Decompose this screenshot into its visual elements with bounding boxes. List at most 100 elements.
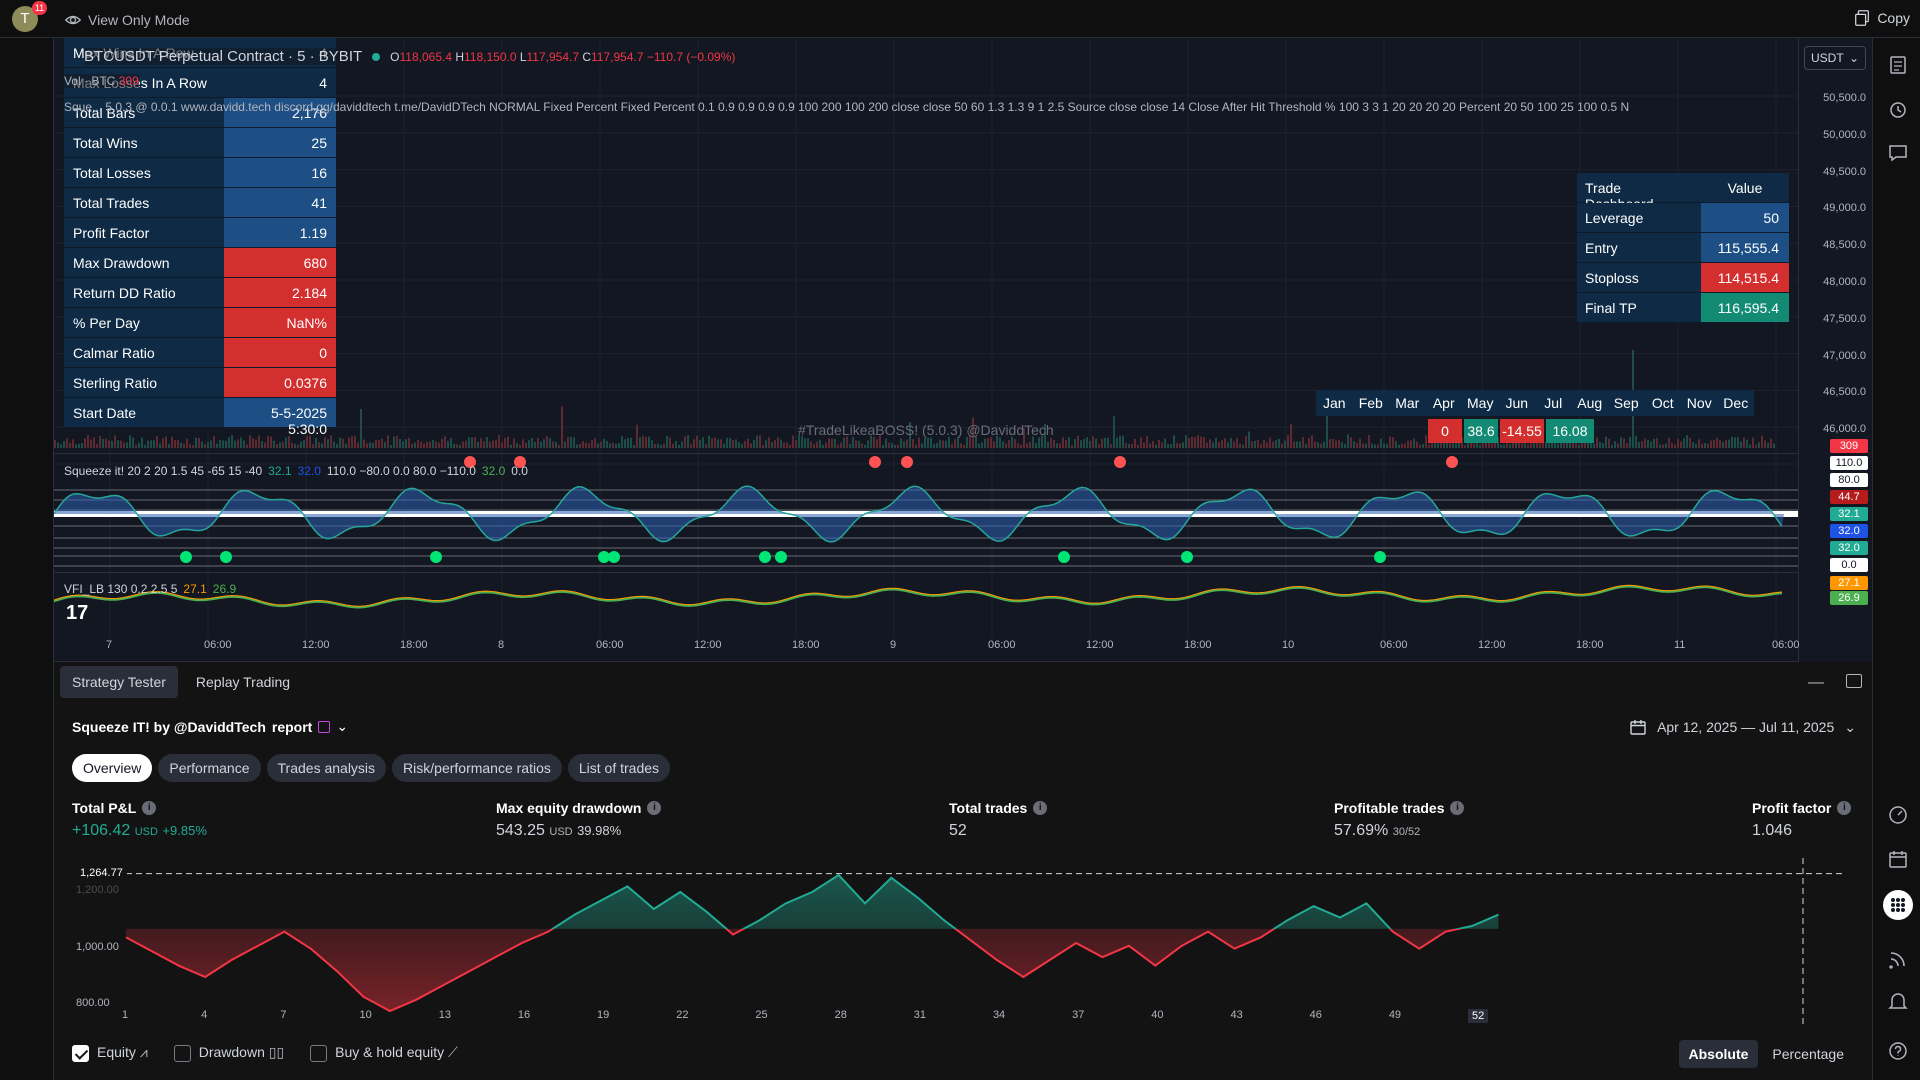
chat-icon[interactable] <box>1885 140 1911 166</box>
volume-bar <box>1725 440 1727 448</box>
volume-bar <box>1446 439 1448 448</box>
checkbox-checked[interactable] <box>72 1044 89 1062</box>
calendar-icon[interactable] <box>1885 846 1911 872</box>
report-title[interactable]: Squeeze IT! by @DaviddTech report ⌄ <box>72 718 348 735</box>
volume-bar <box>1173 435 1175 448</box>
volume-bar <box>1314 441 1316 448</box>
chart-area[interactable]: Max Wins In A Row4Max Losses In A Row4To… <box>54 38 1872 662</box>
volume-bar <box>183 443 185 448</box>
kpi-label: Total P&L <box>72 800 137 816</box>
time-tick-label: 06:00 <box>988 639 1016 651</box>
pane-separator[interactable] <box>54 661 1872 662</box>
open-value: 118,065.4 <box>399 49 453 64</box>
volume-bar <box>816 441 818 448</box>
volume-bar <box>1071 444 1073 448</box>
tradingview-logo[interactable]: 17 <box>66 602 89 624</box>
volume-bar <box>1233 441 1235 448</box>
info-icon[interactable]: i <box>1837 801 1852 815</box>
alarm-clock-icon[interactable] <box>1885 96 1911 122</box>
avatar-letter: T <box>20 10 30 27</box>
speedometer-icon[interactable] <box>1885 802 1911 828</box>
time-tick-label: 11 <box>1674 639 1686 651</box>
volume-bar <box>309 435 311 448</box>
pane-separator[interactable] <box>54 572 1872 573</box>
volume-bar <box>798 435 800 448</box>
volume-bar <box>657 443 659 448</box>
info-icon[interactable]: i <box>1033 801 1048 815</box>
dashboard-header-value: Value <box>1701 173 1789 202</box>
mode-percentage[interactable]: Percentage <box>1772 1046 1844 1062</box>
sell-signal-dot <box>869 456 881 468</box>
tab-risk-performance-ratios[interactable]: Risk/performance ratios <box>392 754 562 782</box>
minimize-icon[interactable]: — <box>1808 674 1824 691</box>
volume-bar <box>975 436 977 448</box>
volume-bar <box>1146 435 1148 448</box>
volume-bar <box>678 444 680 448</box>
apps-grid-icon[interactable] <box>1883 890 1913 920</box>
squeeze-legend[interactable]: Squeeze it! 20 2 20 1.5 45 -65 15 -40 32… <box>64 464 528 478</box>
equity-toggle[interactable]: Equity ⩘ <box>72 1044 148 1062</box>
checkbox[interactable] <box>310 1044 328 1062</box>
equity-x-tick-label: 31 <box>913 1009 926 1021</box>
tab-strategy-tester[interactable]: Strategy Tester <box>60 666 178 698</box>
volume-bar <box>936 442 938 448</box>
maximize-icon[interactable] <box>1846 674 1862 688</box>
volume-bar <box>1365 443 1367 448</box>
volume-bar <box>1140 437 1142 448</box>
buy-signal-dot <box>180 551 192 563</box>
volume-bar <box>1662 444 1664 448</box>
copy-button[interactable]: Copy <box>1853 9 1910 27</box>
tab-overview[interactable]: Overview <box>72 754 153 782</box>
volume-bar <box>402 441 404 448</box>
tab-list-of-trades[interactable]: List of trades <box>567 754 671 782</box>
volume-bar <box>465 440 467 448</box>
notifications-icon[interactable] <box>1885 988 1911 1014</box>
drawdown-toggle[interactable]: Drawdown ▯▯ <box>173 1044 284 1062</box>
volume-bar <box>903 441 905 448</box>
volume-bar <box>270 436 272 448</box>
strategy-indicator-legend[interactable]: Sque... 5.0.3 @ 0.0.1 www.davidd.tech di… <box>64 100 1630 114</box>
dashboard-value: 114,515.4 <box>1701 263 1789 292</box>
tab-performance[interactable]: Performance <box>158 754 261 782</box>
tab-trades-analysis[interactable]: Trades analysis <box>266 754 387 782</box>
volume-bar <box>1641 441 1643 448</box>
volume-bar <box>1185 435 1187 448</box>
volume-bar <box>339 437 341 448</box>
equity-chart[interactable] <box>54 858 1872 1028</box>
volume-bar <box>834 438 836 448</box>
volume-bar <box>330 435 332 448</box>
tab-replay-trading[interactable]: Replay Trading <box>195 674 291 690</box>
volume-bar <box>1197 435 1199 448</box>
mode-absolute[interactable]: Absolute <box>1678 1040 1759 1068</box>
volume-bar <box>681 441 683 448</box>
symbol-title[interactable]: BTCUSDT Perpetual Contract · 5 · BYBIT <box>84 48 363 65</box>
dashboard-value: 116,595.4 <box>1701 293 1789 322</box>
currency-select[interactable]: USDT ⌄ <box>1804 46 1866 70</box>
monthly-returns-header: Jan Feb Mar Apr May Jun Jul Aug Sep Oct Nov Dec <box>1316 390 1754 416</box>
date-range-selector[interactable]: Apr 12, 2025 — Jul 11, 2025 ⌄ <box>1629 718 1856 736</box>
volume-bar <box>1743 437 1745 448</box>
volume-bar <box>654 444 656 448</box>
view-only-mode[interactable]: View Only Mode <box>64 11 190 29</box>
pane-separator[interactable] <box>54 453 1872 454</box>
user-avatar[interactable]: T 11 <box>12 1 47 32</box>
vfi-legend[interactable]: VFI_LB 130 0.2 2.5 5 27.1 26.9 <box>64 582 236 596</box>
volume-bar <box>381 438 383 448</box>
info-icon[interactable]: i <box>1450 801 1465 815</box>
volume-bar <box>852 436 854 448</box>
volume-bar <box>573 437 575 448</box>
volume-bar <box>900 438 902 448</box>
watchlist-icon[interactable] <box>1885 52 1911 78</box>
volume-value: 309 <box>118 74 139 88</box>
buy-hold-toggle[interactable]: Buy & hold equity ⟋ <box>310 1044 458 1062</box>
price-axis[interactable]: USDT ⌄ 50,500.0 50,000.0 49,500.0 49,000.0 4… <box>1798 38 1872 662</box>
info-icon[interactable]: i <box>647 801 662 815</box>
feed-icon[interactable] <box>1885 946 1911 972</box>
checkbox[interactable] <box>173 1044 191 1062</box>
monthly-returns-values: 0 38.6 -14.55 16.08 <box>1428 419 1594 443</box>
volume-bar <box>1326 404 1328 448</box>
help-icon[interactable] <box>1885 1038 1911 1064</box>
volume-bar <box>1278 438 1280 448</box>
volume-bar <box>960 443 962 448</box>
info-icon[interactable]: i <box>142 801 157 815</box>
